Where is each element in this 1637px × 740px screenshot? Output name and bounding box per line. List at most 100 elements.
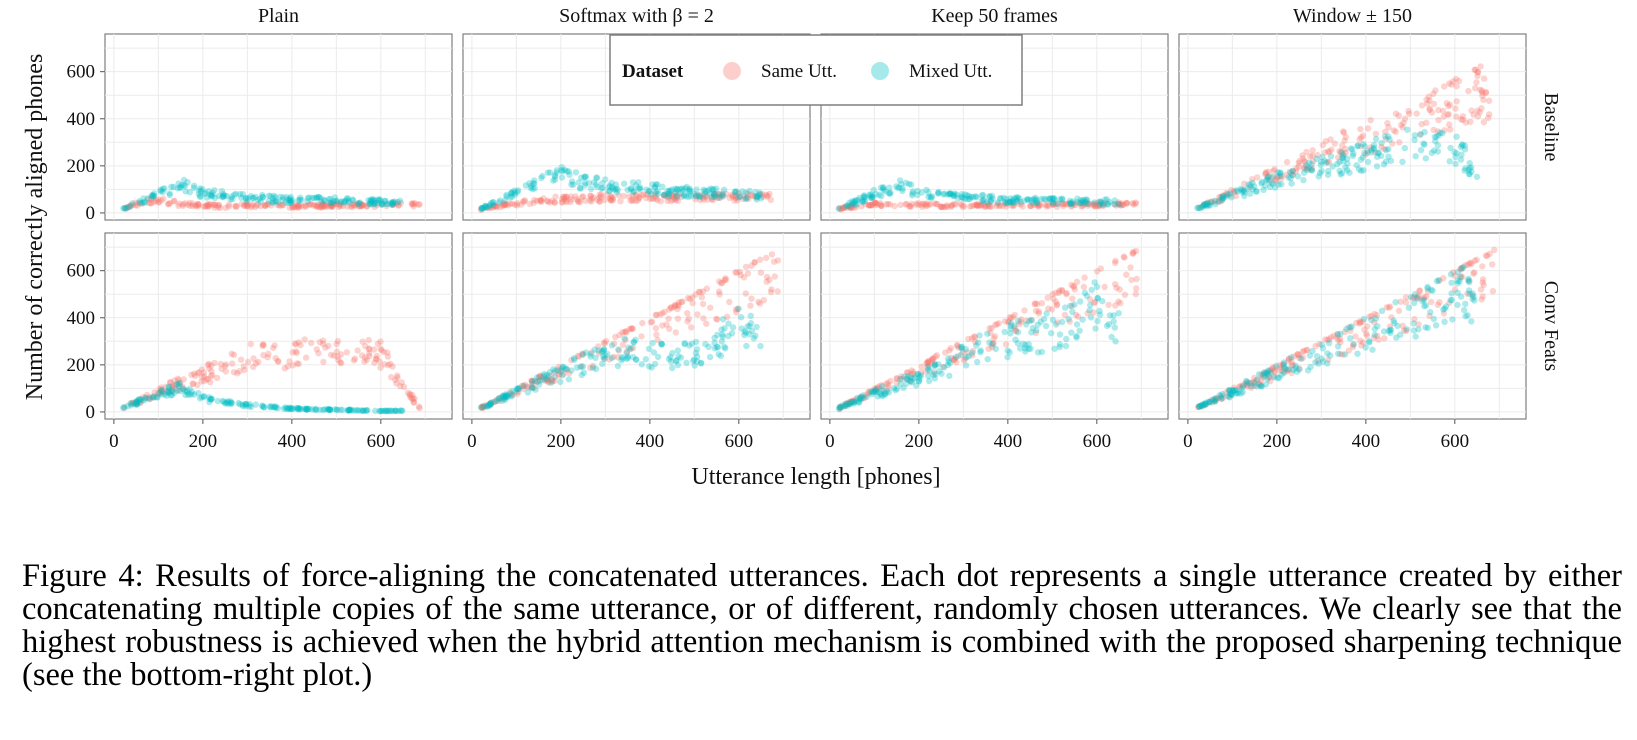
same-utt-point — [133, 400, 140, 408]
same-utt-point — [623, 329, 630, 336]
same-utt-point — [771, 273, 778, 280]
same-utt-point — [260, 352, 267, 359]
mixed-utt-point — [526, 180, 533, 187]
mixed-utt-point — [1313, 353, 1321, 360]
mixed-utt-point — [201, 190, 208, 197]
same-utt-point — [633, 192, 640, 199]
same-utt-point — [204, 376, 211, 383]
mixed-utt-point — [1309, 347, 1316, 355]
same-utt-point — [1386, 323, 1394, 330]
same-utt-point — [129, 202, 136, 209]
same-utt-point — [168, 383, 176, 390]
mixed-utt-point — [296, 196, 303, 204]
mixed-utt-point — [1267, 369, 1274, 376]
mixed-utt-point — [302, 406, 310, 413]
same-utt-point — [638, 333, 645, 340]
same-utt-point — [1269, 364, 1277, 371]
same-utt-point — [751, 259, 758, 266]
same-utt-point — [291, 203, 298, 210]
same-utt-point — [1209, 399, 1216, 406]
mixed-utt-point — [546, 169, 554, 176]
same-utt-point — [133, 399, 140, 406]
same-utt-point — [243, 202, 250, 209]
mixed-utt-point — [652, 181, 660, 188]
mixed-utt-point — [220, 190, 227, 198]
mixed-utt-point — [1028, 197, 1035, 204]
mixed-utt-point — [239, 402, 247, 410]
same-utt-point — [398, 379, 405, 386]
mixed-utt-point — [298, 196, 305, 204]
same-utt-point — [1264, 173, 1271, 181]
x-tick-label: 0 — [109, 431, 119, 452]
same-utt-point — [909, 368, 917, 376]
same-utt-point — [356, 200, 363, 207]
same-utt-point — [1268, 366, 1275, 373]
mixed-utt-point — [747, 320, 755, 327]
mixed-utt-point — [225, 398, 232, 405]
same-utt-point — [1284, 367, 1292, 374]
same-utt-point — [146, 394, 153, 401]
same-utt-point — [1257, 376, 1265, 384]
same-utt-point — [699, 194, 707, 202]
mixed-utt-point — [1007, 322, 1014, 330]
same-utt-point — [673, 194, 680, 202]
same-utt-point — [568, 193, 575, 200]
same-utt-point — [1081, 274, 1088, 281]
same-utt-point — [955, 344, 962, 351]
mixed-utt-point — [867, 191, 874, 198]
mixed-utt-point — [331, 194, 339, 201]
mixed-utt-point — [1027, 345, 1034, 352]
mixed-utt-point — [868, 194, 875, 201]
same-utt-point — [152, 197, 160, 204]
mixed-utt-point — [609, 185, 617, 192]
same-utt-point — [1070, 201, 1078, 208]
same-utt-point — [1091, 203, 1099, 210]
same-utt-point — [1480, 119, 1488, 126]
same-utt-point — [333, 200, 340, 207]
mixed-utt-point — [378, 407, 385, 415]
same-utt-point — [975, 202, 982, 209]
mixed-utt-point — [260, 404, 268, 411]
mixed-utt-point — [315, 194, 322, 201]
mixed-utt-point — [1446, 158, 1453, 165]
mixed-utt-point — [1422, 155, 1430, 162]
mixed-utt-point — [654, 187, 661, 195]
same-utt-point — [651, 191, 658, 198]
same-utt-point — [659, 322, 666, 329]
mixed-utt-point — [1381, 133, 1389, 140]
same-utt-point — [872, 387, 880, 395]
same-utt-point — [389, 201, 397, 209]
same-utt-point — [576, 198, 583, 206]
same-utt-point — [862, 391, 870, 399]
same-utt-point — [1478, 296, 1485, 303]
mixed-utt-point — [287, 404, 295, 412]
mixed-utt-point — [861, 194, 868, 201]
mixed-utt-point — [599, 347, 606, 355]
mixed-utt-point — [604, 350, 611, 358]
mixed-utt-point — [282, 404, 289, 411]
mixed-utt-point — [124, 204, 131, 211]
same-utt-point — [1472, 66, 1479, 74]
mixed-utt-point — [623, 350, 630, 357]
mixed-utt-point — [1081, 196, 1088, 203]
mixed-utt-point — [651, 184, 658, 191]
same-utt-point — [1113, 284, 1120, 292]
same-utt-point — [520, 385, 527, 393]
mixed-utt-point — [1260, 370, 1268, 378]
same-utt-point — [845, 400, 853, 408]
same-utt-point — [1007, 314, 1014, 322]
same-utt-point — [623, 348, 630, 355]
mixed-utt-point — [992, 345, 999, 353]
mixed-utt-point — [1362, 344, 1369, 351]
same-utt-point — [383, 202, 390, 210]
same-utt-point — [409, 201, 416, 208]
same-utt-point — [1260, 371, 1267, 379]
same-utt-point — [404, 389, 412, 396]
mixed-utt-point — [659, 183, 666, 190]
mixed-utt-point — [1466, 278, 1473, 286]
mixed-utt-point — [836, 404, 844, 411]
mixed-utt-point — [167, 392, 175, 399]
same-utt-point — [572, 193, 579, 200]
same-utt-point — [878, 202, 885, 210]
same-utt-point — [359, 202, 366, 209]
